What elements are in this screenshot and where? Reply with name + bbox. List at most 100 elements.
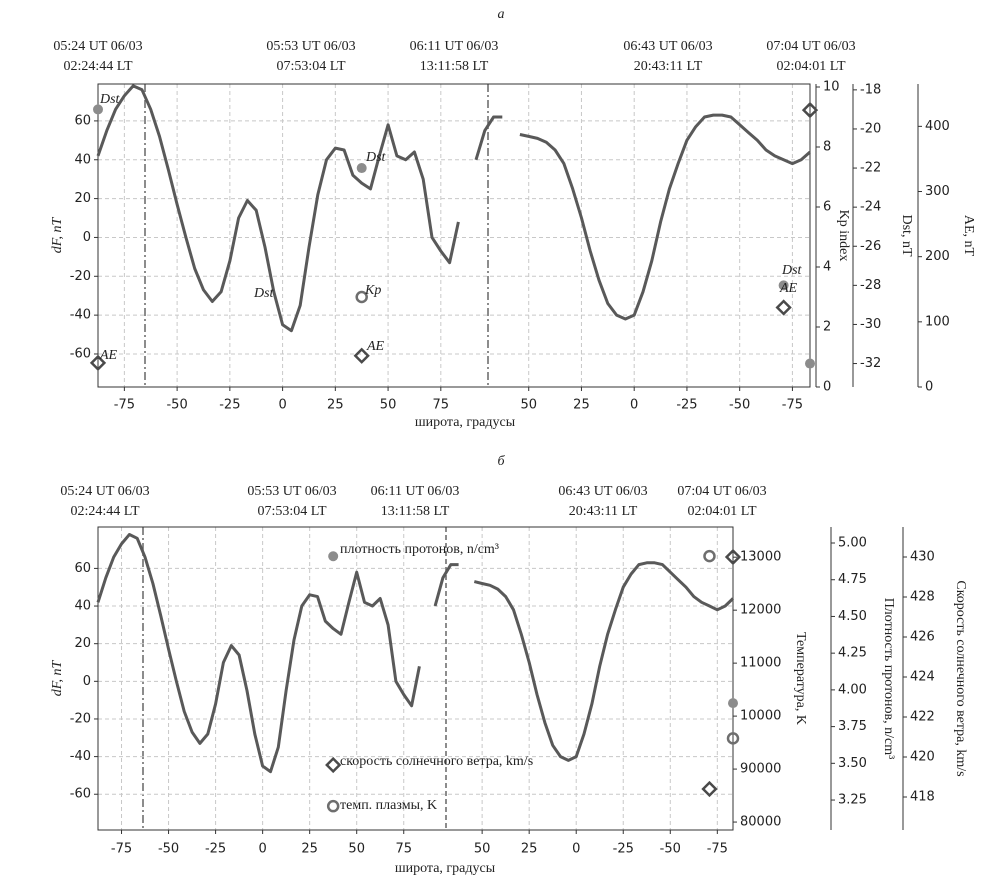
y-tick-label: 100 bbox=[925, 314, 950, 329]
x-axis-label: широта, градусы bbox=[395, 861, 496, 876]
y-tick-label: 428 bbox=[910, 590, 935, 605]
y-tick-label: -40 bbox=[70, 308, 91, 323]
y-tick-label: -20 bbox=[70, 269, 91, 284]
y-tick-label: 3.25 bbox=[838, 793, 867, 808]
time-ut: 05:53 UT 06/03 bbox=[266, 39, 355, 54]
annotation: плотность протонов, n/cm³ bbox=[340, 542, 499, 557]
y-tick-label: 13000 bbox=[740, 550, 781, 565]
time-ut: 06:11 UT 06/03 bbox=[410, 39, 499, 54]
y-tick-label: 422 bbox=[910, 710, 935, 725]
axis-label: Температура, K bbox=[793, 632, 808, 725]
axis-label: Скорость солнечного ветра, km/s bbox=[953, 580, 968, 776]
x-tick-label: 50 bbox=[474, 842, 491, 857]
annotation: AE bbox=[99, 348, 118, 363]
annotation: Dst bbox=[781, 263, 803, 278]
y-tick-label: -60 bbox=[70, 787, 91, 802]
y-tick-label: 424 bbox=[910, 670, 935, 685]
x-tick-label: 25 bbox=[573, 398, 590, 413]
y-tick-label: 90000 bbox=[740, 762, 781, 777]
y-tick-label: 12000 bbox=[740, 603, 781, 618]
y-tick-label: 40 bbox=[74, 599, 91, 614]
panel-label: б bbox=[497, 454, 505, 469]
y-tick-label: -18 bbox=[860, 82, 881, 97]
x-tick-label: -50 bbox=[729, 398, 750, 413]
time-lt: 07:53:04 LT bbox=[276, 59, 346, 74]
marker-cross bbox=[805, 358, 815, 369]
x-tick-label: -25 bbox=[676, 398, 697, 413]
y-tick-label: -22 bbox=[860, 161, 881, 176]
x-tick-label: -25 bbox=[219, 398, 240, 413]
panel-label: а bbox=[498, 7, 505, 22]
marker-circle bbox=[726, 732, 740, 745]
marker-diamond bbox=[701, 780, 718, 798]
marker-diamond bbox=[89, 354, 107, 372]
y-tick-label: 420 bbox=[910, 750, 935, 765]
x-tick-label: 25 bbox=[327, 398, 344, 413]
annotation: Dst bbox=[365, 150, 387, 165]
data-line bbox=[96, 533, 735, 774]
y-axis-label: dF, nT bbox=[50, 217, 65, 254]
y-tick-label: 8 bbox=[823, 140, 831, 155]
axis-label: Плотность протонов, n/cm³ bbox=[881, 598, 896, 760]
x-tick-label: -75 bbox=[114, 398, 135, 413]
annotation: Dst bbox=[99, 92, 121, 107]
x-tick-label: 25 bbox=[301, 842, 318, 857]
marker-circle bbox=[703, 549, 716, 563]
y-tick-label: 426 bbox=[910, 630, 935, 645]
y-tick-label: 60 bbox=[74, 113, 91, 128]
x-tick-label: 0 bbox=[258, 842, 266, 857]
y-tick-label: -60 bbox=[70, 346, 91, 361]
y-tick-label: 3.75 bbox=[838, 719, 867, 734]
marker-diamond bbox=[325, 756, 342, 774]
x-axis-label: широта, градусы bbox=[415, 415, 516, 430]
y-tick-label: 300 bbox=[925, 184, 950, 199]
marker-diamond bbox=[775, 299, 792, 316]
y-tick-label: -20 bbox=[860, 121, 881, 136]
y-tick-label: 3.50 bbox=[838, 756, 867, 771]
time-lt: 20:43:11 LT bbox=[634, 59, 703, 74]
y-tick-label: 40 bbox=[74, 152, 91, 167]
marker-circle bbox=[326, 799, 340, 813]
time-ut: 05:24 UT 06/03 bbox=[53, 39, 142, 54]
time-lt: 02:24:44 LT bbox=[63, 59, 133, 74]
time-ut: 06:43 UT 06/03 bbox=[558, 484, 647, 499]
time-ut: 07:04 UT 06/03 bbox=[677, 484, 766, 499]
y-tick-label: 80000 bbox=[740, 815, 781, 830]
y-tick-label: -20 bbox=[70, 711, 91, 726]
y-tick-label: -40 bbox=[70, 749, 91, 764]
marker-cross bbox=[728, 698, 738, 709]
x-tick-label: -50 bbox=[158, 842, 179, 857]
x-tick-label: -25 bbox=[613, 842, 634, 857]
y-tick-label: 0 bbox=[925, 380, 933, 395]
y-tick-label: 418 bbox=[910, 790, 935, 805]
plot-frame bbox=[97, 83, 811, 388]
time-ut: 05:53 UT 06/03 bbox=[247, 484, 336, 499]
y-tick-label: 0 bbox=[83, 230, 91, 245]
time-ut: 07:04 UT 06/03 bbox=[766, 39, 855, 54]
time-lt: 02:04:01 LT bbox=[776, 59, 846, 74]
data-line bbox=[96, 84, 811, 333]
marker-cross bbox=[356, 163, 367, 174]
annotation: AE bbox=[366, 339, 385, 354]
x-tick-label: -25 bbox=[205, 842, 226, 857]
y-tick-label: -24 bbox=[860, 200, 881, 215]
y-tick-label: 2 bbox=[823, 320, 831, 335]
y-tick-label: 4.75 bbox=[838, 572, 867, 587]
marker-diamond bbox=[724, 548, 742, 566]
marker-cross bbox=[778, 280, 789, 291]
marker-cross bbox=[93, 104, 103, 115]
axis-label: Dst, nT bbox=[899, 215, 914, 257]
time-lt: 02:24:44 LT bbox=[70, 504, 140, 519]
y-tick-label: -28 bbox=[860, 278, 881, 293]
annotation: темп. плазмы, K bbox=[340, 798, 437, 813]
y-tick-label: 6 bbox=[823, 200, 831, 215]
annotation: Kp bbox=[364, 283, 381, 298]
x-tick-label: 50 bbox=[520, 398, 537, 413]
time-lt: 02:04:01 LT bbox=[687, 504, 757, 519]
y-tick-label: 60 bbox=[74, 561, 91, 576]
x-tick-label: -75 bbox=[707, 842, 728, 857]
time-lt: 13:11:58 LT bbox=[381, 504, 450, 519]
time-ut: 05:24 UT 06/03 bbox=[60, 484, 149, 499]
y-tick-label: 0 bbox=[823, 380, 831, 395]
